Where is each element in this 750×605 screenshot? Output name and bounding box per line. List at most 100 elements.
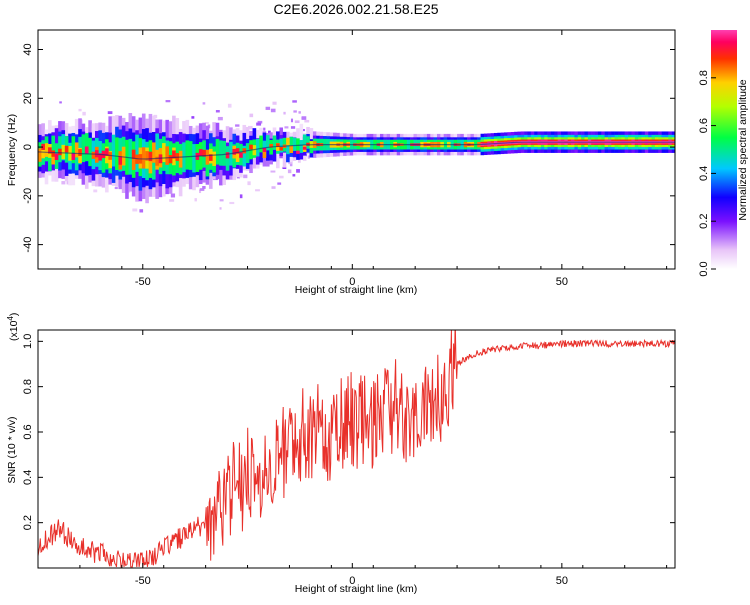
spectrogram-speckle — [294, 120, 300, 124]
snr-ytick-label: 0.8 — [22, 379, 34, 394]
spectrogram-speckle — [247, 181, 251, 186]
spectrogram-cell — [289, 136, 294, 151]
spectrogram-cell — [235, 148, 240, 154]
spectrogram-cell — [135, 134, 139, 172]
snr-ytick-label: 1.0 — [22, 334, 34, 349]
spectrogram-cell — [51, 135, 56, 162]
spectrogram-speckle — [256, 122, 262, 126]
spectrogram-speckle — [235, 124, 240, 127]
spectrogram-cell — [145, 151, 149, 161]
snr-xtick-label: 0 — [349, 575, 355, 587]
spectrogram-speckle — [292, 174, 296, 177]
spectrogram-speckle — [205, 121, 209, 125]
spectrogram-cell — [44, 143, 49, 157]
spectrogram-speckle — [170, 193, 176, 198]
spectrogram-cell — [302, 134, 307, 148]
spectrogram-speckle — [219, 199, 224, 202]
spectrogram-speckle — [82, 111, 86, 116]
spectrogram-cell — [279, 138, 283, 153]
spectrogram-cell — [192, 144, 196, 173]
spectrogram-cell — [299, 140, 304, 153]
spectrogram-cell — [198, 149, 203, 156]
spectrogram-speckle — [270, 108, 276, 113]
spectrogram-cell — [111, 134, 116, 167]
spectrogram-speckle — [107, 111, 113, 115]
spectrogram-cell — [202, 149, 206, 157]
spectrogram-speckle — [298, 111, 301, 114]
spectrogram-cell — [185, 140, 190, 170]
spectrogram-speckle — [139, 209, 144, 213]
spectrogram-cell — [78, 149, 82, 157]
spectrogram-speckle — [287, 169, 292, 174]
colorbar-gradient — [711, 30, 737, 269]
spectrogram-cell — [299, 123, 304, 153]
colorbar: 0.0 0.2 0.4 0.6 0.8 Normalized spectral ampl… — [698, 30, 749, 277]
spectrogram-cell — [296, 150, 300, 154]
spectrogram-cell — [675, 141, 679, 143]
spectrogram-speckle — [265, 107, 271, 110]
spectrogram-cell — [675, 135, 679, 150]
spectrogram-cell — [252, 145, 257, 156]
spectrogram-cell — [272, 135, 277, 150]
snr-xtick-label: 50 — [556, 575, 568, 587]
spectrogram-cell — [279, 147, 283, 151]
spectrogram-speckle — [272, 101, 277, 105]
spectrogram-speckle — [114, 187, 118, 190]
spectrogram-speckle — [277, 182, 282, 185]
spectrogram-speckle — [296, 169, 300, 173]
spectrogram-xtick-label: 0 — [349, 276, 355, 288]
spectrogram-speckle — [249, 113, 254, 118]
spectrogram-speckle — [239, 194, 243, 199]
spectrogram-cell — [205, 149, 210, 165]
spectrogram-cell — [48, 145, 52, 171]
spectrogram-cell — [262, 149, 267, 159]
spectrogram-cell — [239, 152, 243, 158]
spectrogram-cell — [269, 143, 273, 148]
spectrogram-speckle — [217, 116, 223, 121]
spectrogram-speckle — [132, 208, 138, 212]
spectrogram-speckle — [191, 116, 195, 119]
spectrogram-speckle — [243, 174, 248, 179]
colorbar-tick-label: 0.2 — [698, 214, 710, 229]
spectrogram-speckle — [301, 129, 305, 132]
spectrogram-speckle — [202, 186, 206, 189]
spectrogram-cell — [259, 135, 263, 153]
spectrogram-cell — [61, 144, 66, 160]
spectrogram-speckle — [290, 126, 296, 129]
spectrogram-speckle — [289, 163, 293, 167]
spectrogram-speckle — [304, 119, 310, 123]
spectrogram-speckle — [194, 198, 197, 202]
spectrogram-speckle — [279, 175, 284, 179]
snr-yscale-label: (x104) — [6, 313, 20, 341]
spectrogram-speckle — [202, 102, 206, 105]
spectrogram-speckle — [61, 181, 66, 185]
spectrogram-speckle — [271, 186, 276, 189]
spectrogram-cell — [212, 151, 216, 166]
spectrogram-ylabel: Frequency (Hz) — [6, 114, 18, 186]
spectrogram-xtick-label: -50 — [135, 276, 151, 288]
snr-ytick-label: 0.2 — [22, 515, 34, 530]
spectrogram-speckle — [290, 118, 294, 123]
spectrogram-cell — [188, 141, 193, 170]
spectrogram-speckle — [78, 108, 82, 112]
spectrogram-cell — [131, 149, 136, 170]
snr-ytick-label: 0.4 — [22, 470, 34, 485]
spectrogram-cell — [172, 150, 176, 159]
spectrogram-cell — [208, 154, 213, 161]
spectrogram-speckle — [270, 170, 276, 173]
colorbar-tick-label: 0.0 — [698, 261, 710, 276]
spectrogram-cell — [74, 142, 79, 158]
spectrogram-speckle — [307, 155, 310, 159]
spectrogram-speckle — [165, 100, 171, 103]
spectrogram-cell — [148, 151, 153, 162]
spectrogram-cell — [165, 146, 169, 165]
colorbar-label: Normalized spectral amplitude — [737, 79, 749, 220]
colorbar-tick-label: 0.4 — [698, 166, 710, 181]
snr-xlabel: Height of straight line (km) — [295, 583, 418, 595]
spectrogram-speckle — [236, 176, 240, 179]
spectrogram-speckle — [219, 207, 222, 210]
spectrogram-cell — [155, 156, 159, 166]
spectrogram-cell — [148, 152, 153, 174]
spectrogram-cell — [222, 140, 226, 166]
